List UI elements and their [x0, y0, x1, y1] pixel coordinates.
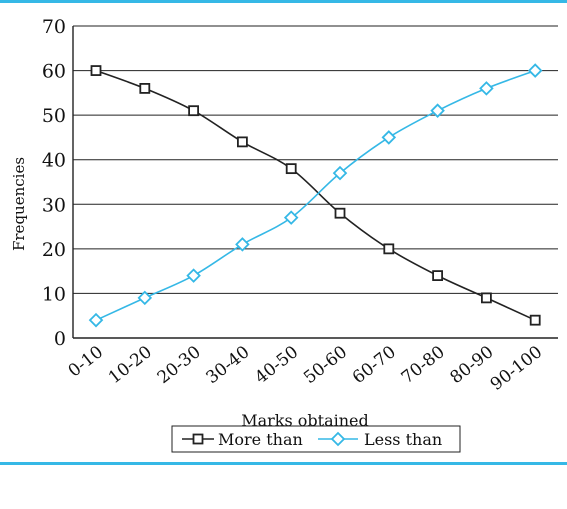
top-rule: [0, 0, 567, 3]
legend-marker-more-than: [192, 433, 204, 445]
y-tick-label: 40: [42, 150, 66, 172]
x-axis-label: Marks obtained: [241, 411, 369, 430]
axes: [72, 26, 558, 339]
x-tick-label: 60-70: [349, 342, 400, 388]
data-point-less-than: [332, 165, 348, 181]
data-point-less-than: [381, 130, 397, 145]
legend-box: [171, 425, 461, 453]
data-point-more-than: [188, 105, 200, 117]
legend-label-more-than: More than: [218, 430, 303, 449]
series-line-more-than: [95, 69, 536, 321]
y-tick-label: 0: [54, 328, 66, 350]
x-tick-label: 20-30: [154, 342, 205, 388]
data-point-less-than: [186, 268, 201, 283]
y-tick-label: 10: [42, 283, 66, 305]
y-axis-label: Frequencies: [10, 157, 28, 251]
legend: More than Less than: [171, 425, 461, 453]
data-point-more-than: [285, 163, 297, 175]
x-tick-label: 0-10: [65, 342, 107, 381]
x-tick-label: 40-50: [251, 342, 302, 388]
data-point-less-than: [479, 81, 494, 96]
series-line-less-than: [95, 69, 536, 321]
x-tick-label: 70-80: [398, 342, 449, 388]
x-tick-label: 10-20: [105, 342, 156, 388]
data-point-less-than: [137, 290, 153, 306]
x-tick-label: 90-100: [487, 342, 546, 395]
series-lines: [88, 63, 543, 328]
data-point-more-than: [139, 83, 151, 94]
y-tick-label: 20: [42, 239, 66, 261]
gridlines: [73, 25, 558, 294]
y-tick-label: 50: [42, 105, 66, 127]
y-tick-label: 60: [42, 61, 66, 83]
data-point-more-than: [236, 136, 248, 148]
y-tick-labels: 0 10 20 30 40 50 60 70: [42, 16, 66, 350]
legend-label-less-than: Less than: [364, 430, 442, 449]
data-point-more-than: [480, 292, 492, 304]
data-point-more-than: [334, 207, 346, 219]
data-point-less-than: [283, 210, 299, 225]
x-tick-labels: 0-1010-2020-3030-4040-5050-6060-7070-808…: [65, 342, 547, 395]
legend-marker-less-than: [330, 431, 346, 447]
x-tick-label: 50-60: [300, 342, 351, 388]
data-point-more-than: [90, 65, 102, 76]
y-tick-label: 30: [42, 194, 66, 216]
data-point-less-than: [430, 103, 445, 118]
data-point-less-than: [527, 63, 543, 78]
y-tick-label: 70: [42, 16, 66, 38]
data-point-less-than: [235, 237, 250, 252]
data-point-less-than: [88, 312, 104, 328]
data-point-more-than: [383, 243, 395, 255]
data-point-more-than: [432, 270, 444, 282]
bottom-rule: [0, 462, 567, 465]
x-tick-label: 30-40: [203, 342, 254, 388]
data-point-more-than: [529, 314, 541, 326]
